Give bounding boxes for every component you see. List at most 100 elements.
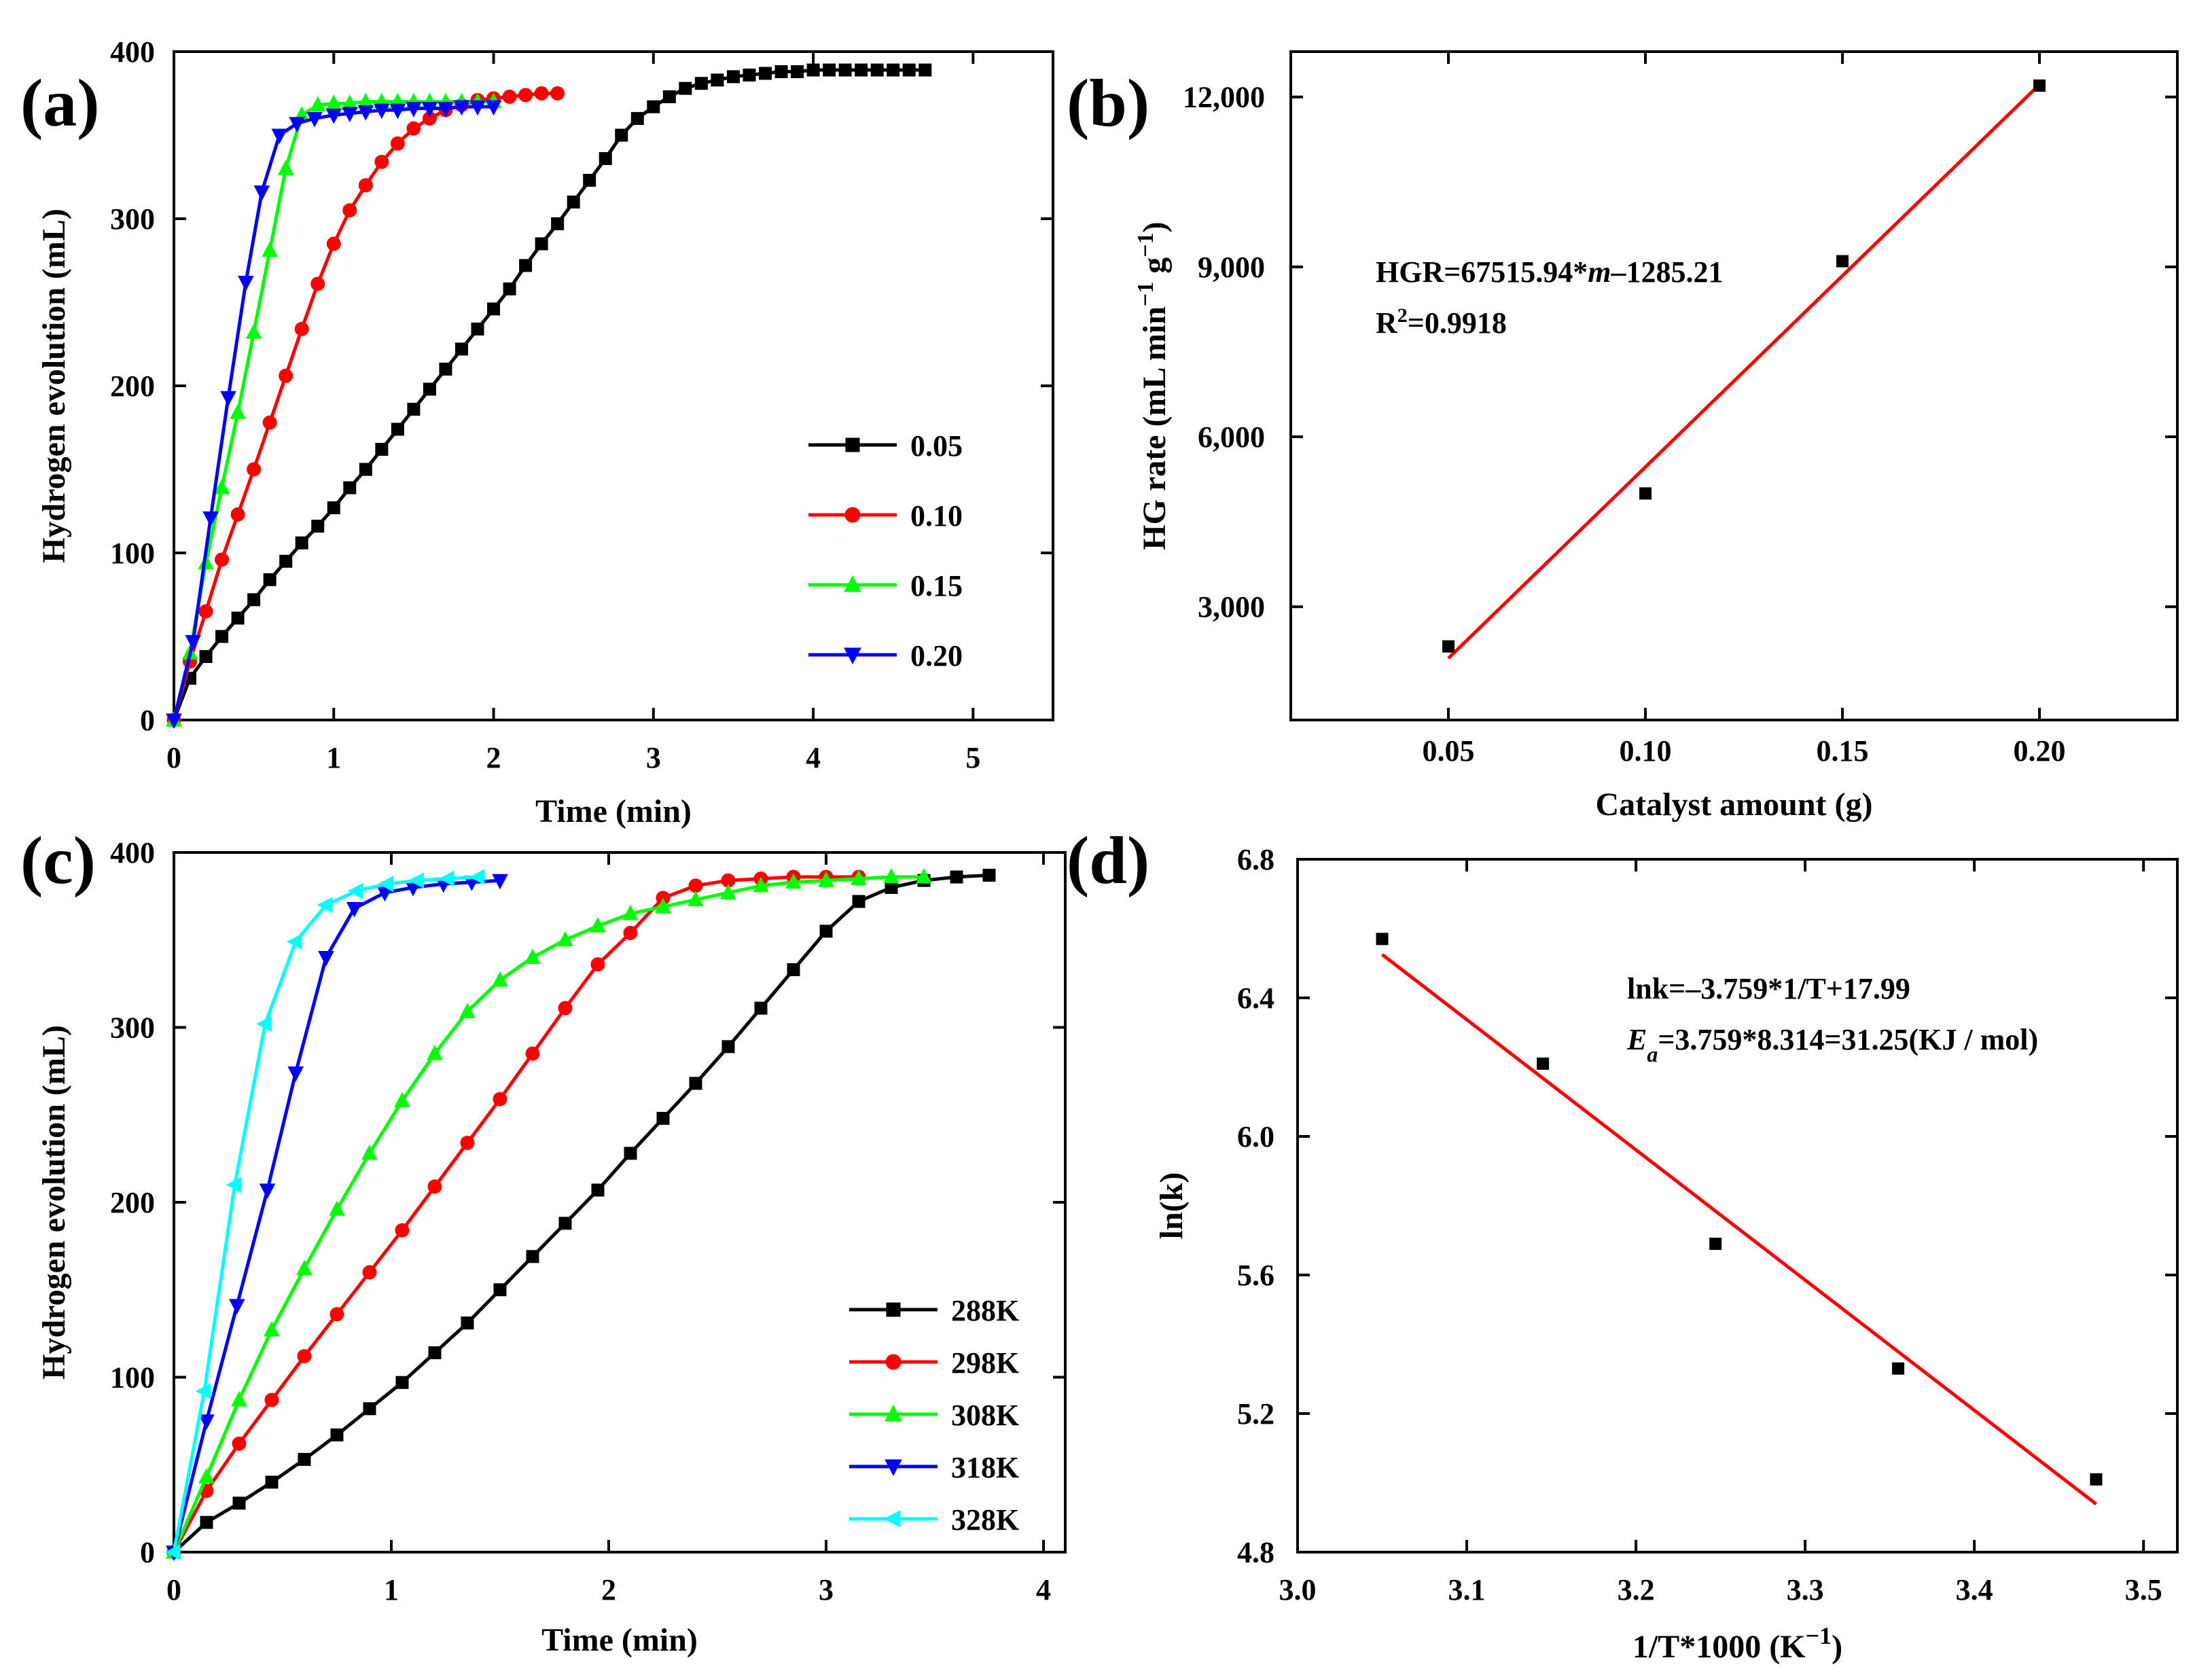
data-point bbox=[375, 442, 389, 456]
data-point bbox=[427, 1179, 442, 1194]
data-point bbox=[524, 948, 541, 964]
legend-marker bbox=[844, 575, 861, 592]
x-tick-label: 0.05 bbox=[1423, 734, 1475, 768]
data-point bbox=[688, 878, 703, 893]
fit-equation-part: –1285.21 bbox=[1611, 255, 1724, 289]
y-tick-label: 0 bbox=[140, 704, 155, 737]
data-point bbox=[493, 1092, 507, 1107]
series-line bbox=[172, 878, 501, 1553]
y-axis-title: HG rate (mL min−1 g−1) bbox=[1133, 221, 1173, 550]
data-point bbox=[518, 88, 533, 103]
activation-energy-part: E bbox=[1626, 1023, 1647, 1056]
data-point bbox=[439, 362, 452, 376]
data-point bbox=[311, 520, 325, 533]
y-axis-title-part: −1 bbox=[1133, 282, 1158, 306]
data-point bbox=[870, 63, 884, 77]
data-point bbox=[630, 111, 644, 125]
data-point bbox=[357, 105, 374, 121]
data-point bbox=[164, 1544, 181, 1560]
data-point bbox=[624, 1147, 637, 1160]
legend-item: 0.10 bbox=[808, 499, 963, 533]
data-point bbox=[199, 650, 213, 664]
r-squared-part: =0.9918 bbox=[1408, 306, 1507, 340]
legend: 288K 298K 308K 318K 328K bbox=[849, 1294, 1019, 1537]
data-point bbox=[759, 67, 772, 80]
data-point bbox=[583, 173, 596, 187]
series-0.20 bbox=[166, 100, 502, 730]
data-point bbox=[318, 951, 334, 967]
data-point bbox=[791, 65, 804, 79]
data-point bbox=[231, 1390, 247, 1407]
data-point bbox=[1442, 640, 1455, 653]
r-squared: R2=0.9918 bbox=[1376, 304, 1507, 340]
legend-item: 328K bbox=[849, 1503, 1019, 1537]
data-point bbox=[2033, 79, 2046, 92]
data-point bbox=[460, 1135, 475, 1150]
data-point bbox=[343, 481, 357, 495]
panel-label: (d) bbox=[1067, 823, 1149, 898]
data-point bbox=[590, 957, 605, 972]
data-point bbox=[883, 867, 899, 884]
data-point bbox=[461, 1316, 474, 1330]
legend-marker bbox=[885, 1459, 902, 1477]
data-point bbox=[689, 1077, 702, 1090]
data-point bbox=[454, 342, 468, 356]
data-point bbox=[317, 897, 333, 914]
series-line bbox=[172, 875, 924, 1553]
fit-equation: lnk=–3.759*1/T+17.99 bbox=[1627, 972, 1910, 1005]
data-point bbox=[326, 236, 341, 251]
series-318K bbox=[166, 874, 508, 1562]
data-point bbox=[408, 872, 424, 889]
activation-energy-part: =3.759*8.314=31.25(KJ / mol) bbox=[1658, 1023, 2038, 1056]
data-point bbox=[550, 86, 565, 101]
legend-item: 298K bbox=[849, 1346, 1019, 1380]
data-point bbox=[263, 573, 276, 586]
data-point bbox=[253, 185, 270, 201]
data-point bbox=[753, 876, 769, 893]
data-point bbox=[347, 882, 363, 899]
legend-item: 0.05 bbox=[808, 429, 963, 463]
legend-label: 308K bbox=[951, 1399, 1019, 1432]
series-298K bbox=[166, 869, 866, 1560]
data-point bbox=[327, 501, 340, 515]
data-point bbox=[389, 103, 406, 120]
y-tick-label: 5.6 bbox=[1237, 1259, 1274, 1292]
data-point bbox=[185, 634, 202, 651]
y-tick-label: 6,000 bbox=[1198, 420, 1265, 454]
y-tick-label: 100 bbox=[110, 537, 155, 570]
data-point bbox=[427, 1045, 443, 1060]
data-point bbox=[615, 128, 628, 142]
legend-item: 318K bbox=[849, 1451, 1019, 1484]
plot-frame bbox=[173, 50, 1054, 721]
y-axis-title: Hydrogen evolution (mL) bbox=[36, 209, 72, 563]
legend-marker bbox=[885, 1404, 902, 1422]
x-tick-label: 4 bbox=[1036, 1573, 1051, 1606]
data-point bbox=[395, 1376, 409, 1389]
data-point bbox=[855, 63, 868, 77]
data-point bbox=[754, 1001, 768, 1015]
data-point bbox=[1639, 487, 1652, 500]
data-point bbox=[358, 178, 373, 193]
x-axis-title-part: −1 bbox=[1806, 1622, 1832, 1649]
plot-frame bbox=[1289, 50, 2179, 721]
series-328K bbox=[164, 869, 485, 1560]
data-point bbox=[231, 611, 245, 625]
x-axis-title-part: 1/T*1000 (K bbox=[1633, 1629, 1806, 1665]
fit-equation-part: m bbox=[1588, 255, 1611, 289]
data-point bbox=[391, 423, 404, 436]
data-point bbox=[656, 1111, 670, 1125]
y-tick-label: 300 bbox=[110, 202, 155, 236]
data-point bbox=[688, 891, 704, 907]
data-point bbox=[916, 867, 932, 884]
data-point bbox=[198, 604, 213, 619]
x-tick-label: 3.0 bbox=[1279, 1573, 1317, 1606]
data-point bbox=[459, 1003, 476, 1018]
data-point bbox=[819, 924, 833, 938]
data-point bbox=[519, 259, 533, 272]
legend-item: 0.15 bbox=[808, 569, 963, 603]
plot-frame bbox=[1296, 858, 2179, 1553]
x-tick-label: 3 bbox=[646, 741, 661, 774]
legend-label: 0.05 bbox=[910, 429, 963, 463]
data-point bbox=[394, 1092, 410, 1108]
data-point bbox=[485, 100, 502, 116]
